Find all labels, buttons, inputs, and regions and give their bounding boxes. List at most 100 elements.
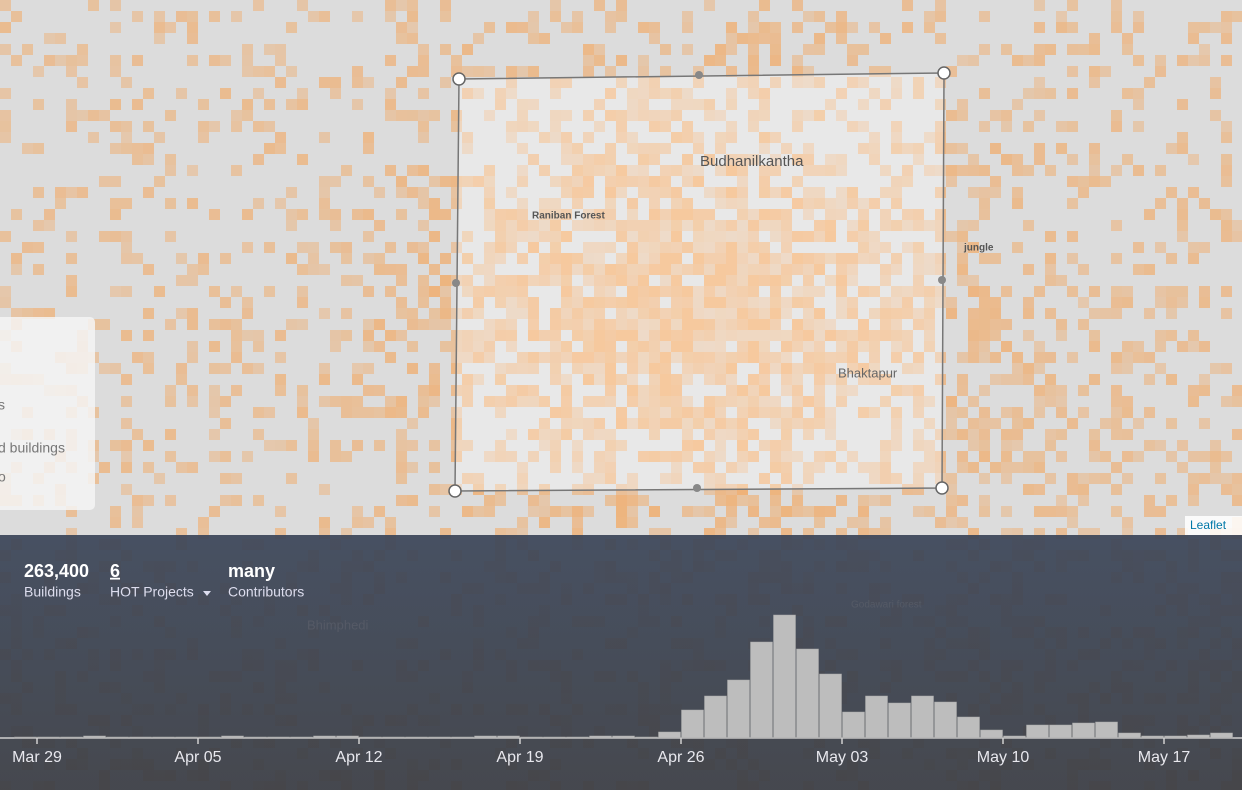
map-cell [649,418,660,429]
map-cell [352,66,363,77]
bar[interactable] [750,641,773,739]
bar[interactable] [796,648,819,739]
map-cell [660,253,671,264]
bar[interactable] [1141,735,1164,739]
bar[interactable] [1118,732,1141,739]
bar[interactable] [313,735,336,739]
handle[interactable] [448,484,462,498]
map-cell [704,418,715,429]
map-cell [517,209,528,220]
bar[interactable] [957,716,980,739]
bar[interactable] [773,614,796,739]
map-cell [836,187,847,198]
map-cell [1034,451,1045,462]
bar[interactable] [267,736,290,739]
map-cell [968,330,979,341]
map-cell [495,484,506,495]
bar[interactable] [635,736,658,739]
map-cell [814,187,825,198]
map-cell [858,253,869,264]
map-cell [396,187,407,198]
bar[interactable] [658,731,681,739]
bar[interactable] [83,735,106,739]
mid-handle[interactable] [452,279,460,287]
mid-handle[interactable] [938,276,946,284]
bar[interactable] [704,695,727,739]
mid-handle[interactable] [693,484,701,492]
stat-value[interactable]: 6 [110,561,120,581]
bar[interactable] [152,736,175,739]
map-cell [1166,330,1177,341]
handle[interactable] [937,66,951,80]
map-cell [264,242,275,253]
bar[interactable] [14,736,37,739]
bar[interactable] [1072,722,1095,739]
bar[interactable] [336,735,359,739]
bar[interactable] [1003,735,1026,739]
map-cell [220,363,231,374]
bar[interactable] [865,695,888,739]
handle[interactable] [935,481,949,495]
bar[interactable] [497,735,520,739]
bar[interactable] [1026,724,1049,739]
bar[interactable] [842,711,865,739]
bar[interactable] [1187,734,1210,739]
map-cell [638,407,649,418]
map-cell [627,198,638,209]
bar[interactable] [520,736,543,739]
bar[interactable] [244,736,267,739]
bar[interactable] [612,735,635,739]
histogram[interactable]: Mar 29 Apr 05 Apr 12 Apr 19 Apr 26 May 03 May … [0,614,1242,766]
bar[interactable] [405,736,428,739]
bar[interactable] [1210,732,1233,739]
bar[interactable] [474,735,497,739]
bar[interactable] [589,735,612,739]
map-cell [550,11,561,22]
bar[interactable] [175,736,198,739]
bar[interactable] [934,701,957,739]
mid-handle[interactable] [695,71,703,79]
map-cell [418,396,429,407]
map-cell [550,506,561,517]
bar[interactable] [543,736,566,739]
bar[interactable] [911,695,934,739]
bar[interactable] [1095,721,1118,739]
bar[interactable] [221,735,244,739]
dropdown-caret[interactable] [203,591,211,596]
map-cell [825,352,836,363]
bar[interactable] [129,736,152,739]
map-cell [748,451,759,462]
bar[interactable] [566,736,589,739]
map-cell [1056,121,1067,132]
bar[interactable] [451,736,474,739]
bar[interactable] [106,736,129,739]
bar[interactable] [980,729,1003,739]
bar[interactable] [290,736,313,739]
bar[interactable] [1049,724,1072,739]
selection-handles[interactable] [448,66,951,498]
bar[interactable] [888,702,911,739]
stat-label[interactable]: HOT Projects [110,584,194,600]
map-cell [759,220,770,231]
bar[interactable] [60,736,83,739]
map-cell [484,209,495,220]
selection-box[interactable] [454,72,945,492]
bar[interactable] [37,736,60,739]
bar[interactable] [727,679,750,739]
bar[interactable] [428,736,451,739]
map-cell [814,165,825,176]
bar[interactable] [359,736,382,739]
attribution-link[interactable]: Leaflet [1190,518,1227,532]
map-cell [1001,528,1012,539]
map-cell [539,253,550,264]
bar[interactable] [382,736,405,739]
bar[interactable] [198,736,221,739]
bar[interactable] [819,673,842,739]
map-cell [517,286,528,297]
map-cell [572,308,583,319]
handle[interactable] [452,72,466,86]
map-cell [660,187,671,198]
bar[interactable] [681,709,704,739]
map-cell [1045,396,1056,407]
bar[interactable] [1164,735,1187,739]
